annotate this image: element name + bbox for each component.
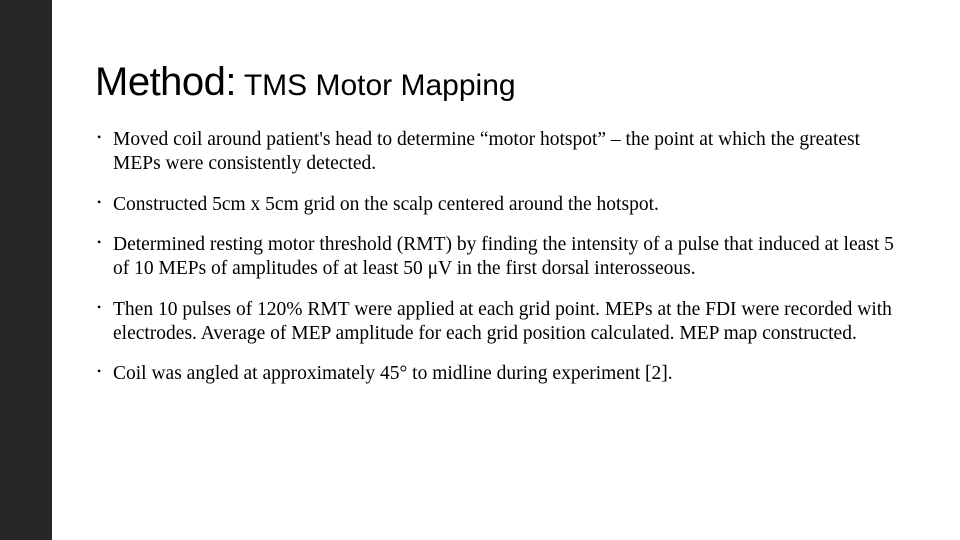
bullet-item: Moved coil around patient's head to dete… [95, 128, 905, 176]
bullet-item: Then 10 pulses of 120% RMT were applied … [95, 298, 905, 346]
sidebar-accent [0, 0, 52, 540]
bullet-list: Moved coil around patient's head to dete… [95, 128, 905, 386]
bullet-item: Coil was angled at approximately 45° to … [95, 362, 905, 386]
bullet-item: Determined resting motor threshold (RMT)… [95, 233, 905, 281]
slide-title: Method: TMS Motor Mapping [95, 60, 905, 104]
title-main: Method: [95, 60, 236, 104]
bullet-item: Constructed 5cm x 5cm grid on the scalp … [95, 193, 905, 217]
slide-content: Method: TMS Motor Mapping Moved coil aro… [95, 60, 905, 403]
title-sub: TMS Motor Mapping [236, 69, 516, 102]
